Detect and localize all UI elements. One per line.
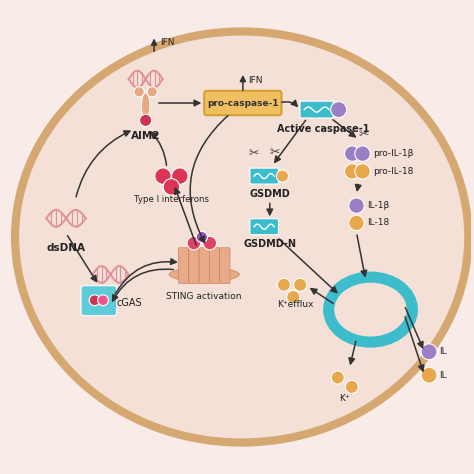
Text: GSDMD: GSDMD <box>249 189 290 199</box>
Circle shape <box>345 164 360 179</box>
FancyBboxPatch shape <box>219 248 230 283</box>
Text: IL: IL <box>439 347 447 356</box>
Ellipse shape <box>353 297 388 322</box>
FancyBboxPatch shape <box>250 168 278 184</box>
Text: IL-18: IL-18 <box>367 219 390 228</box>
Circle shape <box>345 380 358 393</box>
Text: AIM2: AIM2 <box>131 131 160 141</box>
Circle shape <box>294 278 307 292</box>
Text: dsDNA: dsDNA <box>46 243 85 253</box>
Circle shape <box>331 371 344 384</box>
Text: STING activation: STING activation <box>166 292 242 301</box>
Text: ✂: ✂ <box>269 146 280 159</box>
Circle shape <box>421 344 437 360</box>
Circle shape <box>345 146 360 161</box>
Text: K⁺efflux: K⁺efflux <box>277 300 314 309</box>
Text: GSDMD-N: GSDMD-N <box>243 239 296 249</box>
Circle shape <box>277 278 291 292</box>
FancyBboxPatch shape <box>204 91 282 115</box>
Text: IL-1β: IL-1β <box>367 201 390 210</box>
Circle shape <box>196 231 208 243</box>
Ellipse shape <box>141 93 150 118</box>
FancyBboxPatch shape <box>199 248 210 283</box>
Circle shape <box>349 198 364 213</box>
Ellipse shape <box>334 283 407 337</box>
Circle shape <box>98 295 109 306</box>
Text: ✂: ✂ <box>358 128 369 141</box>
FancyBboxPatch shape <box>250 219 278 235</box>
Text: Active caspase-1: Active caspase-1 <box>277 124 370 134</box>
Circle shape <box>287 291 300 303</box>
Circle shape <box>349 215 364 231</box>
FancyBboxPatch shape <box>178 248 189 283</box>
Circle shape <box>155 168 171 184</box>
Ellipse shape <box>134 87 144 97</box>
Ellipse shape <box>19 36 464 438</box>
Circle shape <box>89 295 100 306</box>
Text: pro-IL-18: pro-IL-18 <box>373 167 413 176</box>
FancyBboxPatch shape <box>300 101 333 118</box>
Text: pro-caspase-1: pro-caspase-1 <box>207 99 279 108</box>
Ellipse shape <box>147 87 157 97</box>
Text: ✂: ✂ <box>248 147 259 160</box>
Circle shape <box>355 146 370 161</box>
Circle shape <box>355 164 370 179</box>
Circle shape <box>139 114 152 127</box>
FancyBboxPatch shape <box>189 248 199 283</box>
Ellipse shape <box>169 267 239 282</box>
Circle shape <box>276 170 289 182</box>
Circle shape <box>331 101 346 118</box>
Text: cGAS: cGAS <box>117 298 142 308</box>
Text: Type I interferons: Type I interferons <box>134 195 209 204</box>
Text: IL: IL <box>439 371 447 380</box>
Text: IFN: IFN <box>160 38 174 47</box>
Circle shape <box>163 179 180 195</box>
Text: pro-IL-1β: pro-IL-1β <box>373 149 413 158</box>
Circle shape <box>203 237 217 250</box>
Circle shape <box>187 237 201 250</box>
Text: K⁺: K⁺ <box>339 394 350 403</box>
Text: IFN: IFN <box>248 75 263 84</box>
Circle shape <box>172 168 188 184</box>
FancyBboxPatch shape <box>210 248 219 283</box>
FancyBboxPatch shape <box>81 286 117 316</box>
Circle shape <box>421 367 437 383</box>
Ellipse shape <box>11 27 473 447</box>
